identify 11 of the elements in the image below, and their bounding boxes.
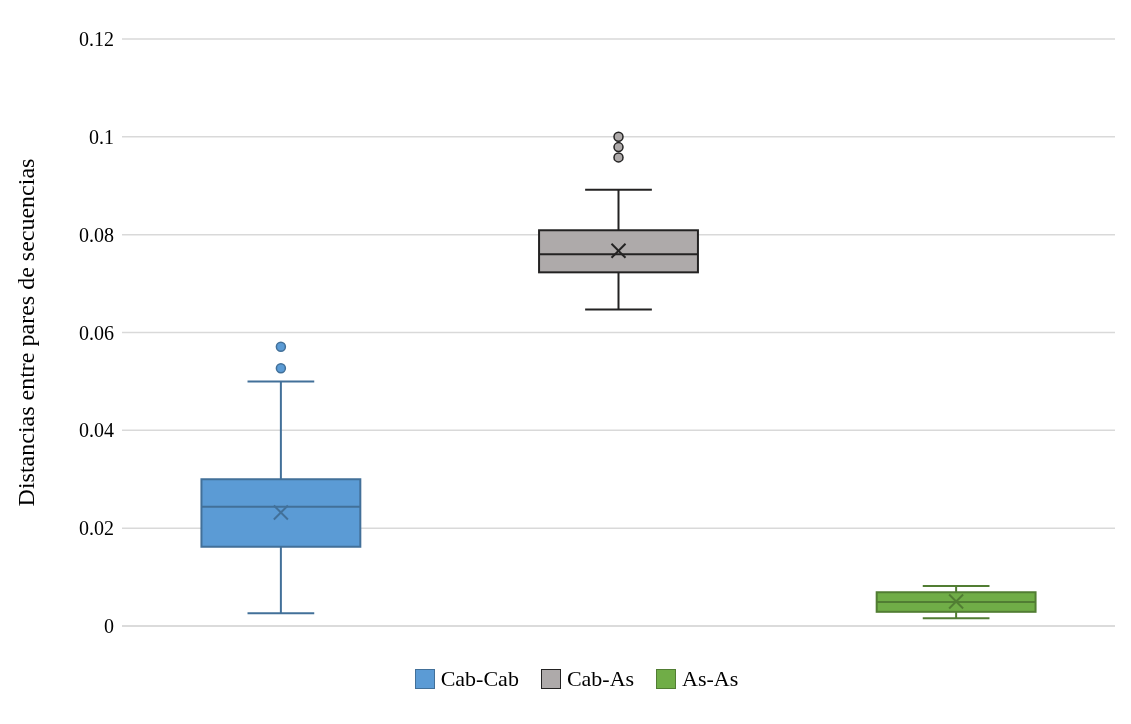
y-tick-label: 0.06 bbox=[79, 321, 114, 344]
y-tick-label: 0.1 bbox=[89, 125, 114, 148]
y-tick-label: 0.08 bbox=[79, 223, 114, 246]
legend-label: Cab-Cab bbox=[440, 666, 519, 692]
y-tick-label: 0.04 bbox=[79, 419, 114, 442]
y-tick-label: 0.02 bbox=[79, 517, 114, 540]
y-tick-label: 0 bbox=[104, 615, 114, 638]
y-tick-label: 0.12 bbox=[79, 28, 114, 51]
legend-label: As-As bbox=[682, 666, 739, 692]
y-axis-title: Distancias entre pares de secuencias bbox=[12, 158, 39, 507]
legend-label: Cab-As bbox=[566, 666, 635, 692]
